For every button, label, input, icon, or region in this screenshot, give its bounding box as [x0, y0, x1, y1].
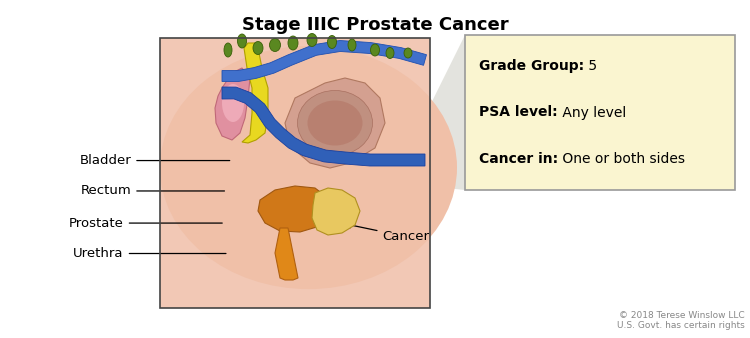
Ellipse shape — [238, 34, 247, 48]
Ellipse shape — [222, 84, 244, 122]
Polygon shape — [222, 41, 427, 81]
Polygon shape — [312, 188, 360, 235]
Ellipse shape — [308, 100, 362, 145]
Ellipse shape — [298, 91, 373, 155]
Bar — [160, 38, 430, 308]
Text: PSA level:: PSA level: — [479, 105, 557, 120]
Polygon shape — [258, 186, 330, 232]
Text: © 2018 Terese Winslow LLC
U.S. Govt. has certain rights: © 2018 Terese Winslow LLC U.S. Govt. has… — [617, 311, 745, 330]
Text: Prostate: Prostate — [69, 217, 222, 230]
Polygon shape — [222, 87, 425, 166]
Polygon shape — [242, 43, 268, 143]
Ellipse shape — [253, 42, 263, 54]
Ellipse shape — [370, 44, 380, 56]
Text: Cancer in:: Cancer in: — [479, 152, 558, 166]
Text: One or both sides: One or both sides — [558, 152, 686, 166]
Ellipse shape — [348, 39, 356, 51]
Ellipse shape — [288, 36, 298, 50]
Polygon shape — [285, 78, 385, 168]
Bar — [465, 35, 735, 190]
Ellipse shape — [328, 35, 337, 48]
Text: 5: 5 — [584, 59, 597, 73]
Text: Stage IIIC Prostate Cancer: Stage IIIC Prostate Cancer — [242, 16, 509, 34]
Text: Any level: Any level — [557, 105, 626, 120]
Ellipse shape — [307, 33, 317, 47]
Ellipse shape — [269, 39, 280, 51]
Text: Grade Group:: Grade Group: — [479, 59, 584, 73]
Polygon shape — [430, 35, 465, 190]
Text: Cancer: Cancer — [345, 222, 430, 243]
Polygon shape — [275, 228, 298, 280]
Ellipse shape — [160, 46, 457, 289]
Bar — [160, 38, 430, 308]
Ellipse shape — [386, 48, 394, 58]
Text: Urethra: Urethra — [74, 247, 226, 260]
Polygon shape — [215, 68, 250, 140]
Ellipse shape — [404, 48, 412, 58]
Text: Rectum: Rectum — [80, 185, 224, 197]
Ellipse shape — [224, 43, 232, 57]
Text: Bladder: Bladder — [80, 154, 230, 167]
